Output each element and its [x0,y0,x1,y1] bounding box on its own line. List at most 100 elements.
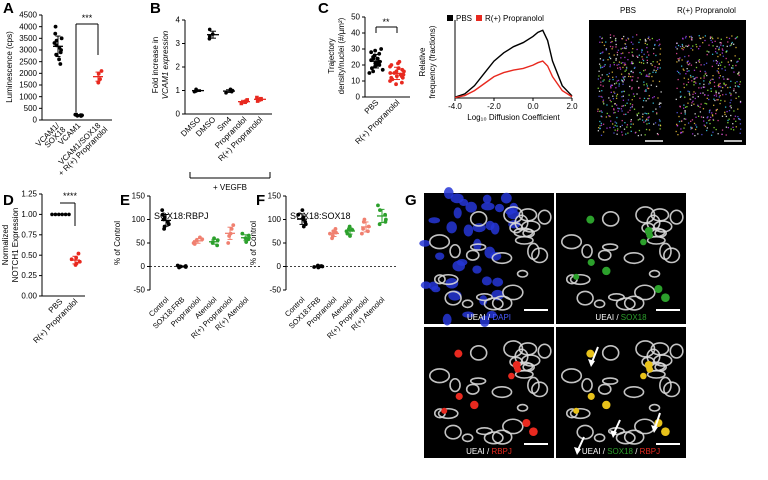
panel-g-arrowhead [588,359,595,367]
panel-c-image-track [683,69,685,72]
panel-c-image-track [640,134,642,136]
panel-c-image-track [675,52,678,55]
panel-c-image-track [642,62,645,65]
panel-c-image-track [648,54,650,56]
panel-g-sox18-signal [573,407,580,414]
panel-c-image-track [716,99,718,101]
panel-c-image-track [715,59,717,62]
panel-g-nucleus [431,285,441,293]
panel-c-ylabel2: density/nuclei (#/µm²) [337,17,346,94]
panel-c-image-track [681,45,684,47]
panel-c-image-track [630,120,632,123]
panel-c-image-track [687,81,690,83]
panel-c-image-track [686,105,688,108]
panel-c-image-track [653,96,655,98]
panel-c-image-track [721,115,724,117]
panel-c-image-track [615,59,617,61]
panel-g-vessel [475,427,493,436]
panel-c-image-track [660,102,662,104]
panel-g-nucleus [507,210,520,220]
panel-c-image-track [605,49,607,51]
panel-c-image-track [603,65,605,67]
panel-c-image-track [725,93,727,96]
panel-c-image-track [691,39,693,41]
panel-g-vessel [623,251,645,265]
panel-c-image-track [706,50,708,52]
panel-g-caption-part: SOX18 [621,313,647,322]
panel-b-letter: B [150,0,161,17]
panel-c-image-track [646,118,648,120]
panel-b-ylabel2: VCAM1 expression [161,30,170,99]
panel-c-image-track [641,56,643,58]
panel-c-image-track [616,125,618,127]
panel-c-image-track [700,37,702,40]
panel-d-ytick-label: 0.00 [21,292,37,301]
panel-c-image-track [730,94,732,97]
panel-c-image-track [630,119,632,121]
panel-f-point [300,208,305,213]
panel-c-image-track [640,51,643,53]
panel-c-image-track [605,48,608,50]
panel-d-ytick-label: 1.00 [21,210,37,219]
panel-c-image-track [704,73,706,75]
panel-g-caption-part: / [633,447,640,456]
panel-c-image-track [713,126,715,129]
panel-c-image-track [726,36,728,39]
panel-c-image-track [625,66,628,69]
panel-c-image-track [637,119,640,121]
panel-c-image-track [687,102,689,104]
panel-c-image-track [728,118,730,120]
panel-c-image-label: R(+) Propranolol [677,6,736,15]
panel-c-image-track [723,83,725,85]
panel-c-image-track [626,67,628,69]
panel-c-image-track [697,104,699,106]
panel-c-image-track [733,110,735,112]
panel-c-image-track [708,111,711,114]
panel-c-image-track [686,45,689,48]
panel-g-vessel [593,299,606,309]
panel-c-image-track [734,115,737,117]
panel-c-image-track [619,126,622,128]
panel-e-point [160,208,165,213]
panel-g-vessel [469,243,487,251]
panel-c-image-track [680,95,682,97]
panel-c-image-track [621,105,623,107]
panel-a-point [54,38,59,43]
panel-c-image-track [598,75,600,77]
panel-c-image-track [730,44,732,46]
panel-a-ytick-label: 500 [24,104,38,113]
panel-c-image-track [698,61,701,63]
panel-c-image-track [727,41,729,43]
panel-g-vessel [659,242,672,261]
panel-g-vessel [646,348,661,365]
panel-c-image-track [736,61,738,63]
panel-c-image-track [718,83,720,85]
panel-c-image-track [615,43,617,46]
panel-c-image-track [696,46,698,48]
panel-c-line-series [454,29,573,98]
panel-c-image-track [599,110,601,113]
panel-c-image-track [631,79,633,82]
panel-g-vessel [597,383,612,395]
panel-a-ytick-label: 4000 [19,22,37,31]
panel-c-image-track [735,92,737,94]
panel-c-image-track [676,125,679,127]
panel-c-image-track [692,133,694,135]
panel-c-legend-swatch [476,15,482,21]
panel-c-image-track [704,35,706,37]
panel-c-image-track [716,108,718,111]
panel-c-ytick-label: 40 [351,29,360,38]
panel-g-caption: UEAI / SOX18 [595,313,647,322]
panel-c-image-track [720,44,722,46]
panel-c-image-track [730,43,733,45]
panel-c-ytick-label: 10 [351,77,360,86]
panel-c-image-track [735,120,737,122]
panel-g-vessel [483,297,504,311]
panel-b-point [255,95,259,100]
panel-c-image-track [656,39,658,42]
panel-c-image-track [681,43,684,46]
panel-g-vessel [623,295,645,311]
panel-g-nucleus [500,192,512,204]
panel-c-image-track [627,99,630,101]
panel-d-ylabel2: NOTCH1 Expression [11,208,20,283]
